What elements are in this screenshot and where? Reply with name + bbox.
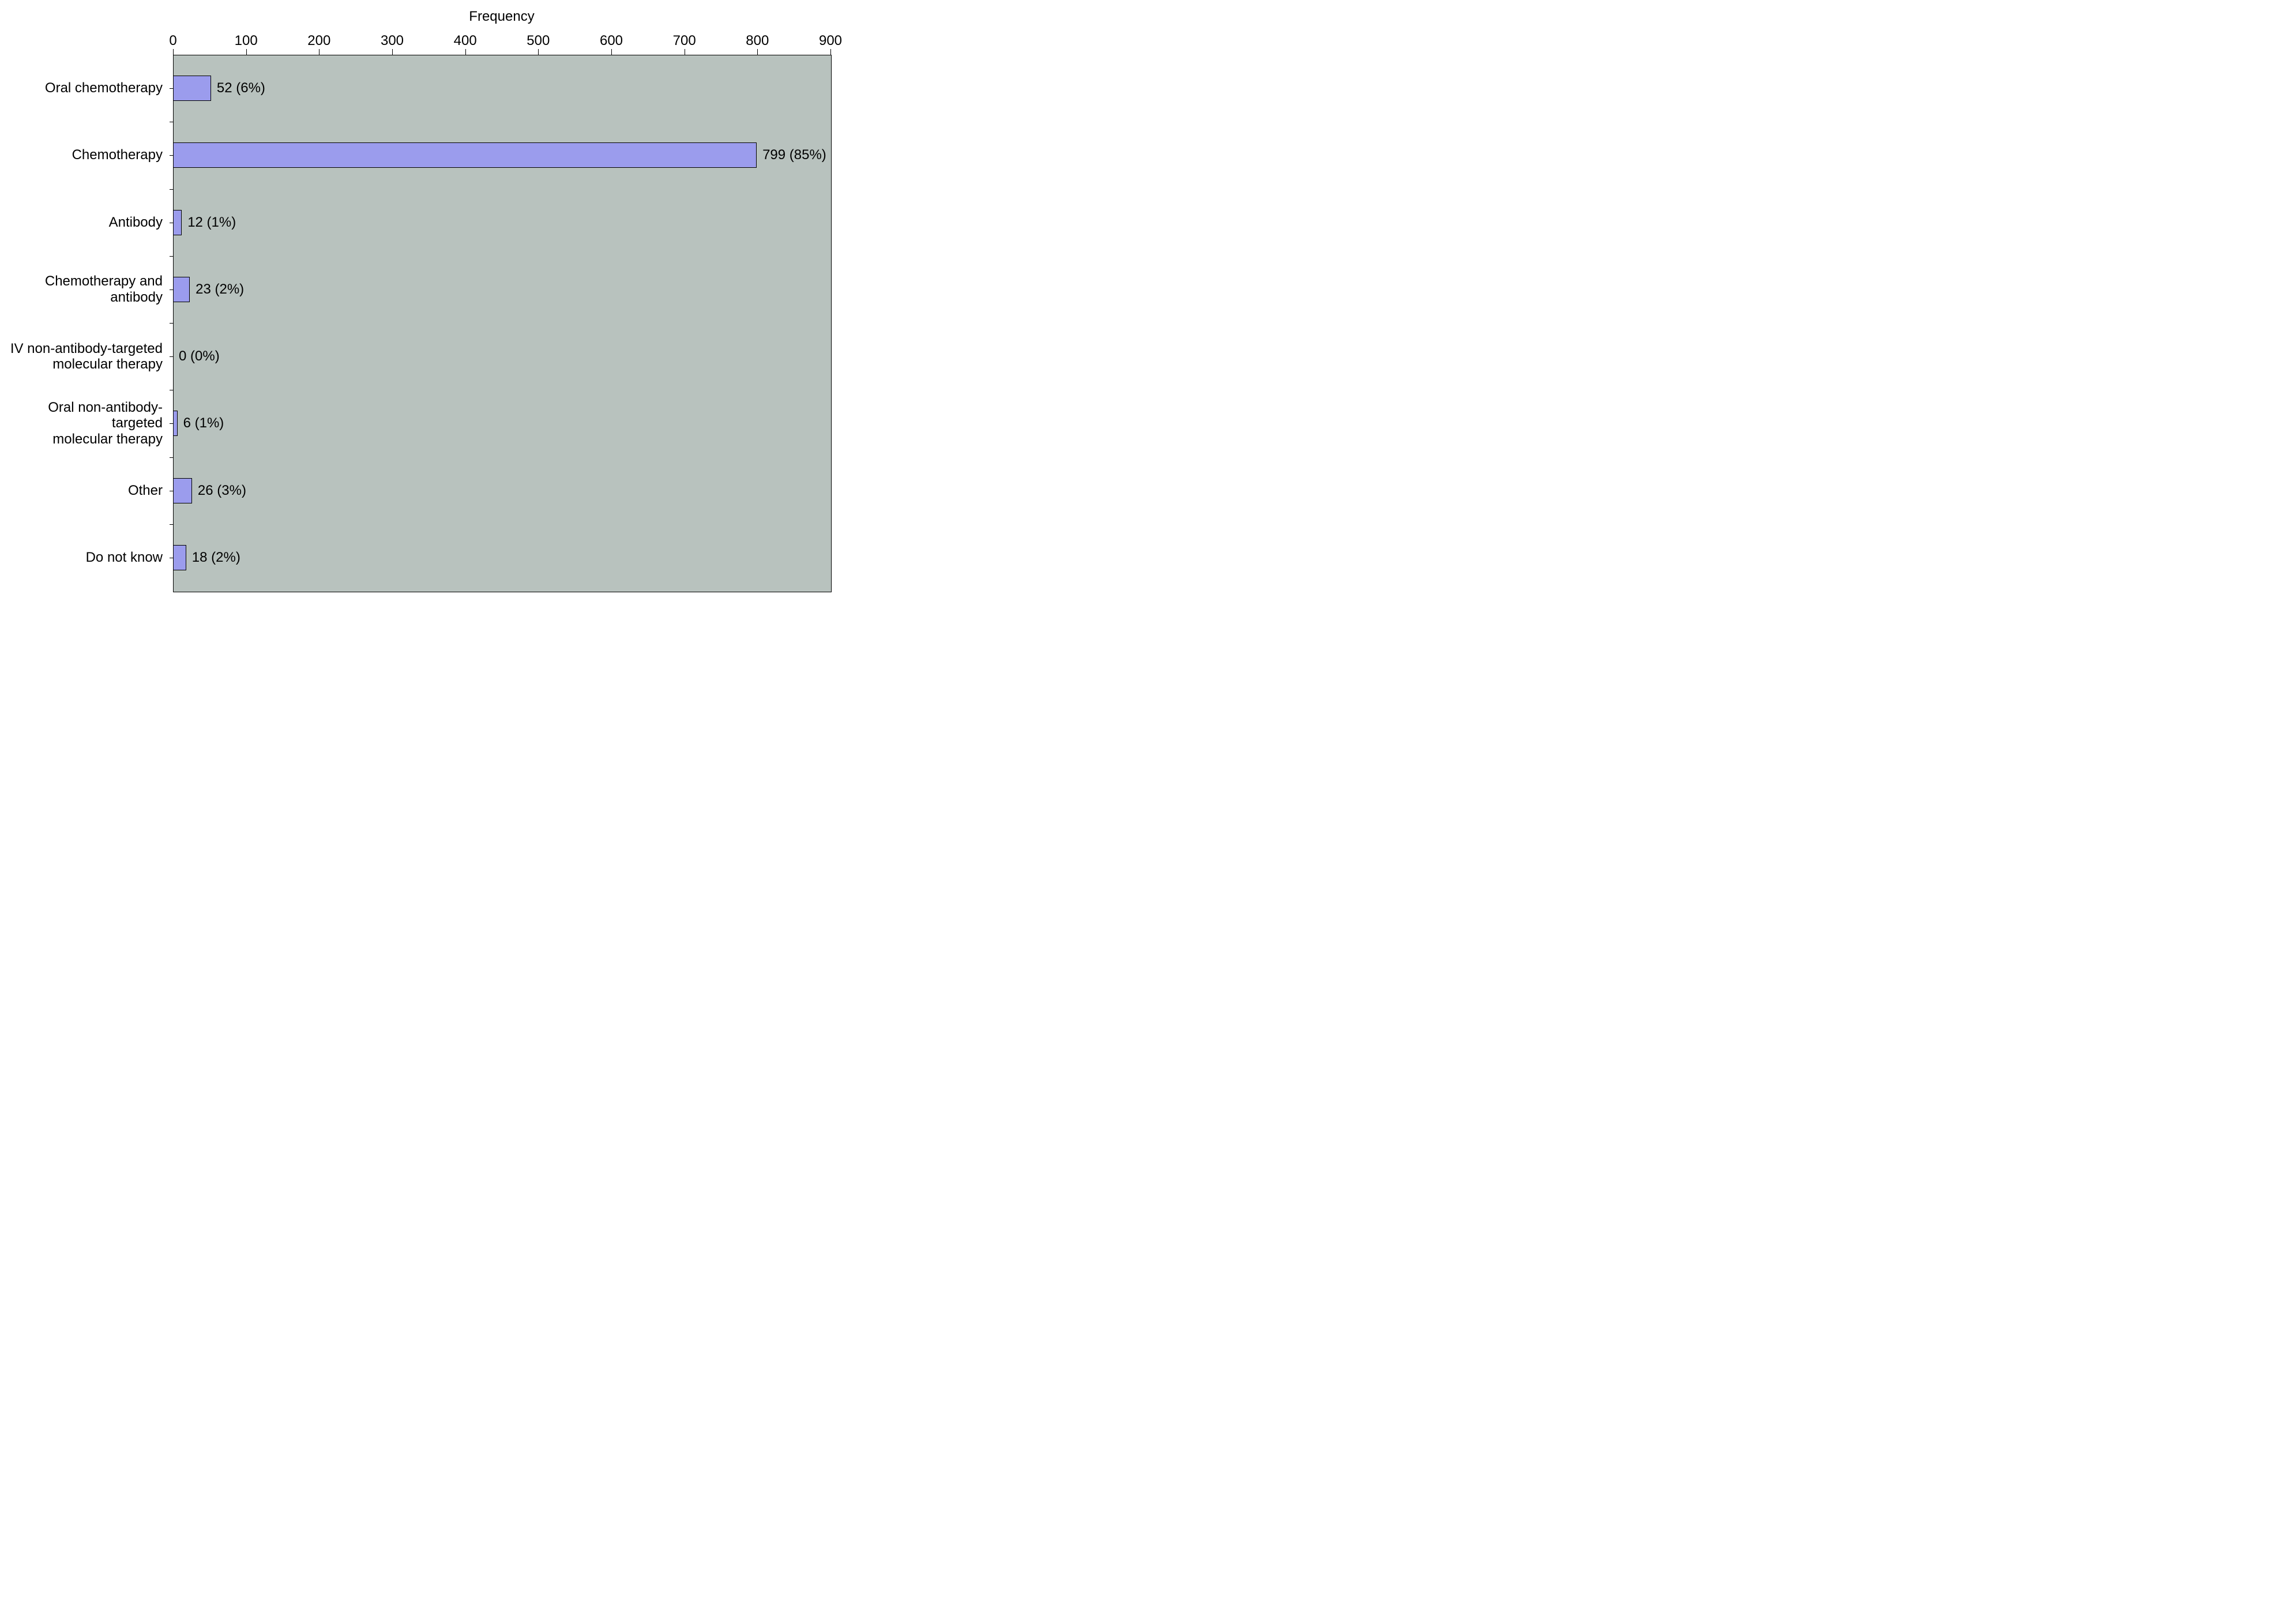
bar-value-label: 23 (2%) — [196, 281, 244, 298]
bar — [173, 210, 182, 235]
x-tick-label: 300 — [381, 33, 404, 49]
bar — [173, 277, 190, 302]
bar-value-label: 26 (3%) — [198, 483, 246, 499]
bar-value-label: 6 (1%) — [183, 415, 224, 431]
category-label: Oral chemotherapy — [0, 80, 163, 96]
x-tick-label: 0 — [169, 33, 176, 49]
bar — [173, 545, 186, 570]
category-label: Do not know — [0, 550, 163, 566]
x-tick-label: 700 — [673, 33, 696, 49]
category-label: Chemotherapy — [0, 147, 163, 163]
x-tick-label: 400 — [454, 33, 477, 49]
bar-value-label: 0 (0%) — [179, 348, 220, 364]
y-minor-tick-mark — [170, 189, 173, 190]
bar — [173, 76, 211, 101]
y-minor-tick-mark — [170, 323, 173, 324]
x-tick-label: 200 — [307, 33, 330, 49]
y-minor-tick-mark — [170, 524, 173, 525]
x-tick-label: 500 — [527, 33, 550, 49]
x-tick-mark — [246, 49, 247, 55]
bar-value-label: 12 (1%) — [187, 215, 236, 231]
bar-value-label: 18 (2%) — [192, 550, 240, 566]
plot-area — [173, 55, 832, 592]
x-axis-title: Frequency — [173, 9, 830, 25]
category-label: Chemotherapy and antibody — [0, 273, 163, 305]
x-tick-mark — [392, 49, 393, 55]
bar-value-label: 52 (6%) — [217, 80, 265, 96]
category-label: IV non-antibody-targetedmolecular therap… — [0, 341, 163, 373]
bar — [173, 478, 192, 503]
frequency-bar-chart: Frequency 0 100 200 300 400 500 600 700 800 900 Or… — [0, 0, 865, 617]
x-tick-label: 100 — [235, 33, 258, 49]
bar — [173, 142, 757, 168]
x-tick-mark — [830, 49, 831, 55]
category-label: Other — [0, 483, 163, 499]
x-tick-label: 800 — [746, 33, 769, 49]
x-tick-mark — [538, 49, 539, 55]
y-tick-mark — [170, 356, 173, 357]
category-label: Oral non-antibody-targetedmolecular ther… — [0, 400, 163, 448]
x-tick-label: 600 — [600, 33, 623, 49]
bar-value-label: 799 (85%) — [762, 147, 826, 163]
y-minor-tick-mark — [170, 256, 173, 257]
category-label: Antibody — [0, 215, 163, 231]
x-tick-mark — [173, 49, 174, 55]
x-tick-mark — [465, 49, 466, 55]
x-tick-mark — [757, 49, 758, 55]
bar — [173, 411, 178, 436]
x-tick-mark — [611, 49, 612, 55]
x-tick-label: 900 — [819, 33, 842, 49]
y-minor-tick-mark — [170, 457, 173, 458]
